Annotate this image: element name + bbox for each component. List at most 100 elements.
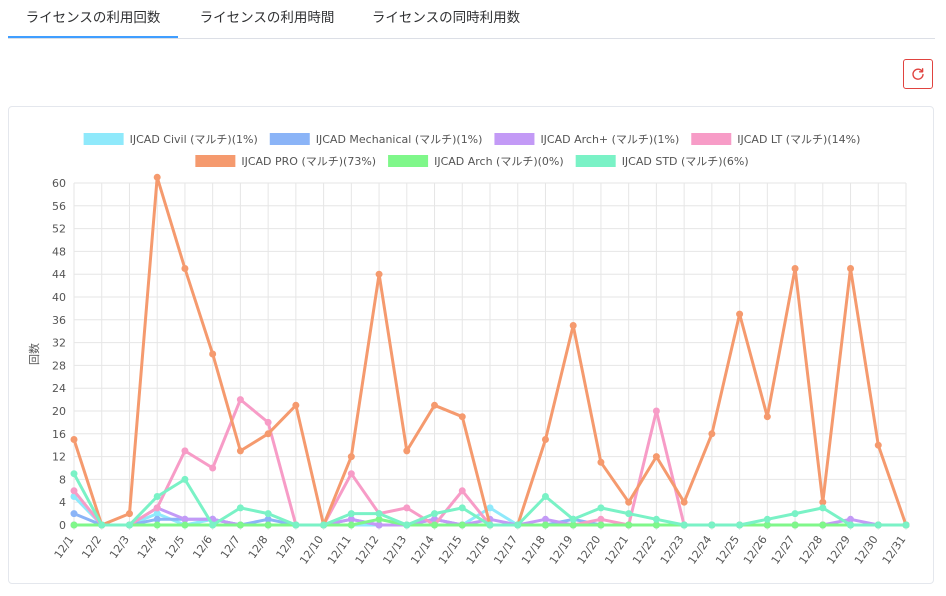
x-tick-label: 12/19: [547, 533, 576, 566]
x-tick-label: 12/10: [297, 533, 326, 566]
y-tick-label: 28: [52, 359, 66, 372]
y-tick-label: 52: [52, 223, 66, 236]
data-point: [569, 521, 577, 529]
tab-usage-time[interactable]: ライセンスの利用時間: [199, 10, 335, 26]
data-point: [320, 521, 328, 529]
data-point: [375, 515, 383, 523]
x-tick-label: 12/5: [163, 533, 188, 561]
data-point: [569, 515, 577, 523]
legend-item[interactable]: IJCAD Mechanical (マルチ)(1%): [269, 133, 483, 146]
legend-item[interactable]: IJCAD LT (マルチ)(14%): [691, 133, 860, 146]
data-point: [347, 470, 355, 478]
legend-swatch: [691, 133, 732, 145]
legend-label: IJCAD Civil (マルチ)(1%): [130, 133, 258, 146]
data-point: [375, 270, 383, 278]
data-point: [597, 521, 605, 529]
data-point: [403, 521, 411, 529]
data-point: [125, 510, 133, 518]
legend-swatch: [388, 155, 429, 167]
y-tick-label: 4: [59, 496, 66, 509]
x-tick-label: 12/8: [246, 533, 271, 561]
data-point: [181, 265, 189, 272]
x-tick-label: 12/29: [824, 533, 853, 566]
data-point: [403, 504, 411, 512]
x-tick-label: 12/23: [658, 533, 687, 566]
data-point: [680, 498, 688, 506]
legend-item[interactable]: IJCAD Arch+ (マルチ)(1%): [494, 133, 679, 146]
y-axis-label: 回数: [28, 343, 41, 365]
data-point: [652, 453, 660, 461]
x-tick-label: 12/6: [190, 533, 215, 561]
data-point: [791, 510, 799, 518]
x-tick-label: 12/18: [519, 533, 548, 566]
data-point: [264, 510, 272, 518]
data-point: [70, 487, 78, 495]
data-point: [458, 487, 466, 495]
legend-item[interactable]: IJCAD Civil (マルチ)(1%): [83, 133, 258, 146]
legend-swatch: [83, 133, 124, 145]
legend-label: IJCAD STD (マルチ)(6%): [622, 155, 749, 168]
x-tick-label: 12/22: [630, 533, 659, 566]
data-point: [763, 515, 771, 523]
tab-usage-count[interactable]: ライセンスの利用回数: [8, 0, 178, 38]
data-point: [375, 510, 383, 518]
refresh-icon: [912, 68, 924, 80]
x-tick-label: 12/2: [79, 533, 104, 561]
data-point: [431, 401, 439, 409]
data-point: [70, 436, 78, 443]
data-point: [236, 504, 244, 512]
data-point: [625, 521, 633, 529]
x-tick-label: 12/21: [602, 533, 631, 566]
data-point: [541, 436, 549, 443]
data-point: [125, 521, 133, 529]
data-point: [264, 515, 272, 523]
refresh-button[interactable]: [903, 59, 933, 89]
y-tick-label: 24: [52, 382, 66, 395]
data-point: [458, 504, 466, 512]
legend-item[interactable]: IJCAD STD (マルチ)(6%): [575, 155, 749, 168]
data-point: [403, 447, 411, 455]
data-point: [347, 510, 355, 518]
data-point: [847, 515, 855, 523]
data-point: [652, 407, 660, 415]
x-tick-label: 12/15: [436, 533, 465, 566]
x-tick-label: 12/20: [575, 533, 604, 566]
data-point: [292, 401, 300, 409]
data-point: [181, 475, 189, 483]
x-tick-label: 12/31: [880, 533, 909, 566]
data-point: [181, 515, 189, 523]
data-point: [153, 173, 161, 181]
data-point: [902, 521, 910, 529]
legend-label: IJCAD Mechanical (マルチ)(1%): [316, 133, 483, 146]
x-tick-label: 12/9: [274, 533, 299, 561]
data-point: [153, 510, 161, 518]
y-tick-label: 36: [52, 314, 66, 327]
y-tick-label: 16: [52, 428, 66, 441]
legend-item[interactable]: IJCAD PRO (マルチ)(73%): [195, 155, 376, 168]
x-tick-label: 12/16: [464, 533, 493, 566]
x-tick-label: 12/3: [107, 533, 132, 561]
data-point: [569, 322, 577, 329]
data-point: [597, 504, 605, 512]
y-tick-label: 48: [52, 245, 66, 258]
data-point: [708, 430, 716, 438]
data-point: [486, 521, 494, 529]
data-point: [209, 521, 217, 529]
data-point: [70, 510, 78, 518]
data-point: [264, 430, 272, 438]
legend-label: IJCAD Arch (マルチ)(0%): [434, 155, 564, 168]
data-point: [625, 510, 633, 518]
tab-concurrent-usage[interactable]: ライセンスの同時利用数: [371, 10, 521, 26]
data-point: [819, 521, 827, 529]
data-point: [514, 521, 522, 529]
y-tick-label: 12: [52, 451, 66, 464]
data-point: [791, 521, 799, 529]
data-point: [597, 458, 605, 466]
y-tick-label: 20: [52, 405, 66, 418]
chart-panel: 0 4 8 12 16 20 24 28 32 36 40 44 48 52 56 60 12/1 12/2 12/…: [8, 106, 934, 584]
data-point: [431, 510, 439, 518]
legend-item[interactable]: IJCAD Arch (マルチ)(0%): [388, 155, 564, 168]
x-tick-label: 12/30: [852, 533, 881, 566]
legend-swatch: [269, 133, 310, 145]
